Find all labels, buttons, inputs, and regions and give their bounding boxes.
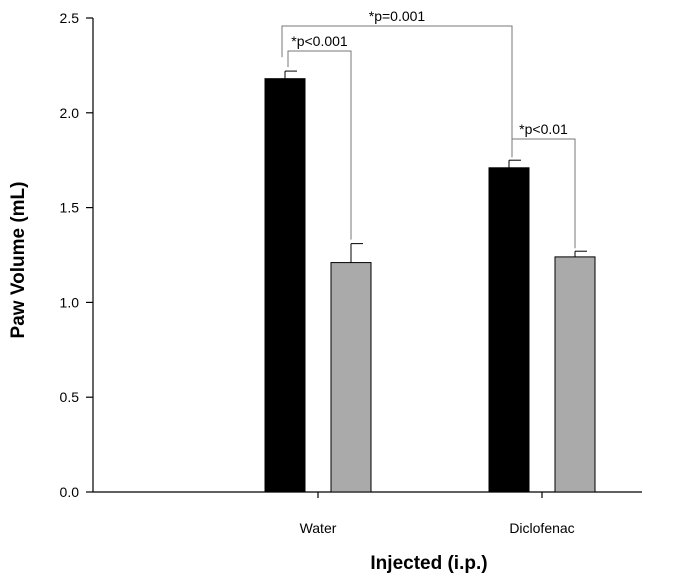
bar <box>330 262 372 493</box>
y-tick-label: 2.0 <box>60 105 80 121</box>
significance-bracket-top-label: *p=0.001 <box>369 8 426 24</box>
significance-bracket-diclofenac <box>511 138 576 249</box>
x-axis-ticks: Water Diclofenac <box>300 492 575 536</box>
x-category-label: Water <box>300 520 337 536</box>
y-tick-label: 0.5 <box>60 389 80 405</box>
significance-bracket-diclofenac-label: *p<0.01 <box>519 121 568 137</box>
bar <box>554 256 596 493</box>
y-axis-title: Paw Volume (mL) <box>8 182 29 339</box>
significance-annotations: *p=0.001 *p<0.001 *p<0.01 <box>281 8 576 249</box>
bar <box>488 167 530 493</box>
significance-bracket-water <box>287 50 352 240</box>
x-category-label: Diclofenac <box>509 520 574 536</box>
y-tick-label: 1.5 <box>60 200 80 216</box>
y-tick-label: 0.0 <box>60 484 80 500</box>
y-axis-ticks: 0.0 0.5 1.0 1.5 2.0 2.5 <box>60 10 93 500</box>
y-tick-label: 1.0 <box>60 294 80 310</box>
x-axis-title: Injected (i.p.) <box>370 553 487 574</box>
bar <box>264 78 306 493</box>
y-tick-label: 2.5 <box>60 10 80 26</box>
significance-bracket-water-label: *p<0.001 <box>291 33 348 49</box>
significance-bracket-top <box>281 25 513 155</box>
bars <box>264 70 596 493</box>
